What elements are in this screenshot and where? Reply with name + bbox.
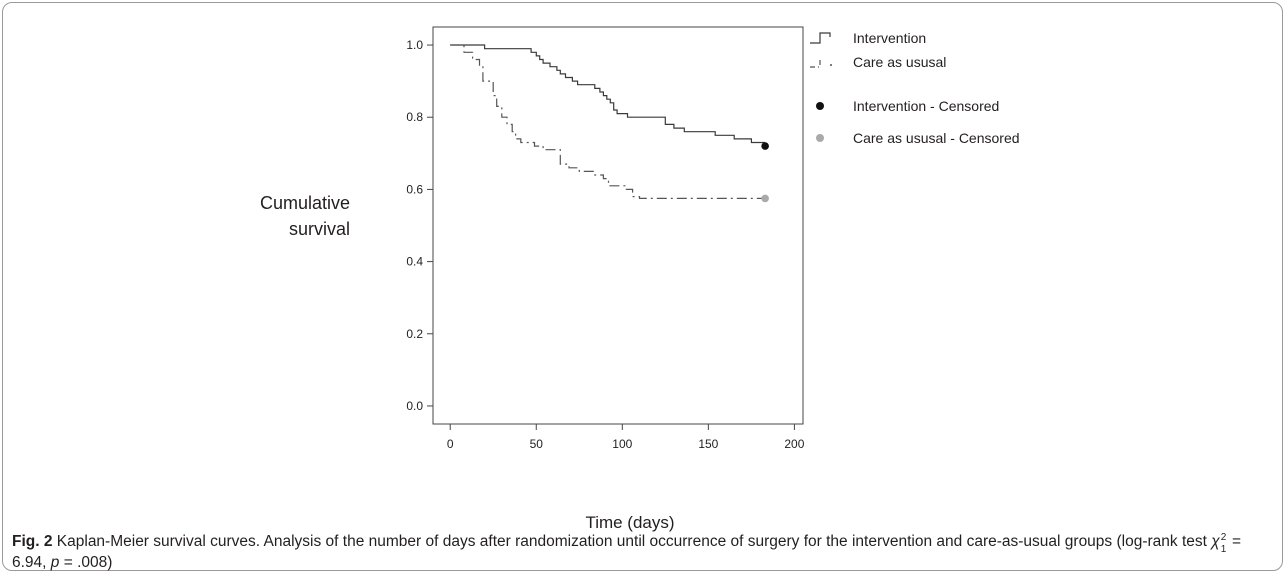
x-axis-label: Time (days): [530, 513, 730, 533]
x-tick-label: 200: [784, 437, 804, 451]
caption-text-3: = .008): [59, 554, 112, 571]
x-tick-label: 50: [530, 437, 544, 451]
x-tick-label: 0: [447, 437, 454, 451]
legend-marker-care-as-usual-censored: [808, 128, 844, 148]
chi-symbol: χ: [1211, 533, 1219, 550]
y-axis-label: Cumulative survival: [250, 190, 350, 242]
survival-curve-intervention: [450, 45, 765, 143]
legend-label-intervention-censored: Intervention - Censored: [853, 98, 999, 114]
y-tick-label: 0.0: [406, 399, 423, 413]
x-tick-label: 100: [612, 437, 632, 451]
y-tick-label: 0.8: [406, 110, 423, 124]
y-tick-label: 0.6: [406, 182, 423, 196]
plot-area-border: [433, 27, 803, 424]
legend-key-care-as-usual: [808, 52, 844, 72]
figure-caption: Fig. 2 Kaplan-Meier survival curves. Ana…: [12, 531, 1274, 573]
caption-text-1: Kaplan-Meier survival curves. Analysis o…: [52, 533, 1211, 550]
legend-label-care-as-usual: Care as ususal: [853, 54, 946, 70]
legend-label-intervention: Intervention: [853, 30, 926, 46]
censored-marker-intervention: [761, 142, 769, 150]
legend-marker-intervention-censored: [808, 96, 844, 116]
legend-label-care-as-usual-censored: Care as ususal - Censored: [853, 130, 1020, 146]
censored-marker-care-as-usual: [761, 195, 769, 203]
chi-subscript: 1: [1221, 539, 1227, 560]
x-tick-label: 150: [698, 437, 718, 451]
figure-number: Fig. 2: [12, 533, 52, 550]
y-tick-label: 1.0: [406, 38, 423, 52]
y-tick-label: 0.4: [406, 255, 423, 269]
legend-key-intervention: [808, 28, 844, 48]
y-tick-label: 0.2: [406, 327, 423, 341]
survival-curve-care-as-usual: [450, 45, 765, 198]
